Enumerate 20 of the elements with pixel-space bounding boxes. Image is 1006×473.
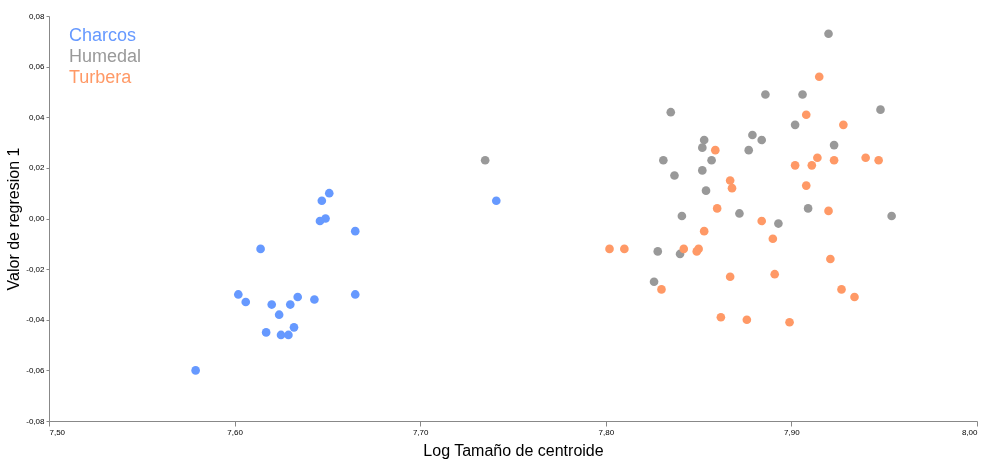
y-tick-label: -0,02 [26, 264, 46, 274]
x-tick-label: 7,80 [598, 427, 615, 437]
x-tick-label: 7,60 [227, 427, 244, 437]
y-tick-label: 0,04 [28, 112, 46, 122]
text: Humedal [69, 46, 142, 66]
x-tick-label: 7,90 [784, 427, 801, 437]
y-tick-label: 0,00 [28, 214, 46, 223]
y-tick-label: -0,06 [26, 365, 46, 375]
text: Charcos [69, 25, 137, 45]
y-axis-title: Valor de regresion 1 [5, 147, 23, 291]
x-axis-title: Log Tamaño de centroide [423, 441, 604, 459]
x-tick-label: 7,70 [412, 427, 430, 437]
x-tick-label: 7,50 [49, 427, 66, 437]
y-tick-label: -0,04 [26, 315, 46, 325]
y-tick-label: 0,06 [28, 62, 46, 72]
y-tick-label: 0,08 [28, 11, 46, 21]
x-tick-label: 8,00 [961, 427, 979, 437]
y-tick-label: 0,02 [28, 163, 46, 173]
y-tick-label: -0,08 [26, 416, 46, 426]
text: Turbera [69, 67, 133, 87]
